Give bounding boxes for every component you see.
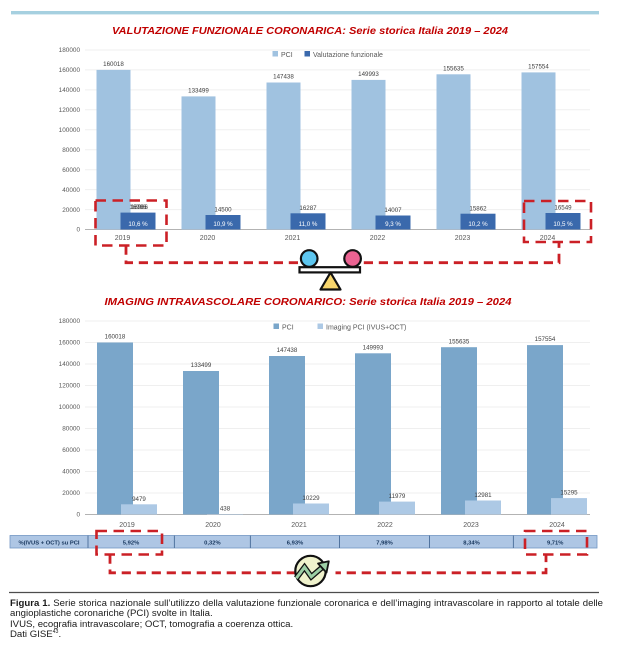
svg-text:11,0 %: 11,0 % xyxy=(299,221,318,228)
svg-text:PCI: PCI xyxy=(282,325,294,332)
svg-text:180000: 180000 xyxy=(59,47,81,54)
svg-text:180000: 180000 xyxy=(59,318,81,325)
svg-text:10,2 %: 10,2 % xyxy=(468,221,488,228)
svg-text:2022: 2022 xyxy=(377,522,393,529)
svg-text:2024: 2024 xyxy=(540,235,556,242)
svg-text:9479: 9479 xyxy=(132,496,146,503)
svg-text:IMAGING INTRAVASCOLARE CORONAR: IMAGING INTRAVASCOLARE CORONARICO: Serie… xyxy=(105,297,512,308)
svg-text:100000: 100000 xyxy=(59,404,81,411)
svg-text:2020: 2020 xyxy=(200,235,216,242)
svg-text:133499: 133499 xyxy=(188,88,209,95)
svg-text:2019: 2019 xyxy=(119,522,135,529)
svg-text:11979: 11979 xyxy=(389,493,406,500)
svg-text:16287: 16287 xyxy=(299,205,317,212)
svg-text:60000: 60000 xyxy=(62,167,80,174)
svg-text:14007: 14007 xyxy=(384,207,402,214)
svg-text:147438: 147438 xyxy=(277,347,298,354)
svg-text:PCI: PCI xyxy=(281,52,293,59)
svg-text:155635: 155635 xyxy=(449,338,470,345)
svg-text:12981: 12981 xyxy=(474,492,492,499)
svg-text:7,98%: 7,98% xyxy=(376,540,392,546)
svg-text:2024: 2024 xyxy=(549,522,565,529)
svg-text:10,6 %: 10,6 % xyxy=(128,221,148,228)
svg-text:100000: 100000 xyxy=(59,127,81,134)
svg-text:15295: 15295 xyxy=(560,490,578,497)
svg-text:8,34%: 8,34% xyxy=(463,540,479,546)
svg-text:147438: 147438 xyxy=(273,74,294,81)
svg-text:160018: 160018 xyxy=(103,61,124,68)
svg-text:0: 0 xyxy=(76,512,80,519)
svg-text:10,5 %: 10,5 % xyxy=(553,221,573,228)
svg-text:140000: 140000 xyxy=(59,87,81,94)
svg-text:40000: 40000 xyxy=(62,469,80,476)
svg-text:16986: 16986 xyxy=(131,204,149,211)
svg-text:160000: 160000 xyxy=(59,67,81,74)
svg-text:6,93%: 6,93% xyxy=(287,540,303,546)
svg-text:155635: 155635 xyxy=(443,65,464,72)
svg-text:157554: 157554 xyxy=(535,336,556,343)
svg-text:2023: 2023 xyxy=(455,235,471,242)
svg-text:15862: 15862 xyxy=(469,205,487,212)
svg-text:14500: 14500 xyxy=(214,207,232,214)
svg-text:VALUTAZIONE FUNZIONALE CORONAR: VALUTAZIONE FUNZIONALE CORONARICA: Serie… xyxy=(112,26,508,37)
svg-text:157554: 157554 xyxy=(528,64,549,71)
svg-text:9,71%: 9,71% xyxy=(547,540,563,546)
svg-text:%(IVUS + OCT) su PCI: %(IVUS + OCT) su PCI xyxy=(18,540,79,546)
svg-text:2021: 2021 xyxy=(285,235,301,242)
svg-text:160018: 160018 xyxy=(105,334,126,341)
svg-text:0: 0 xyxy=(76,227,80,234)
svg-text:10,9 %: 10,9 % xyxy=(213,221,233,228)
svg-text:5,92%: 5,92% xyxy=(123,540,139,546)
svg-text:Imaging PCI (IVUS+OCT): Imaging PCI (IVUS+OCT) xyxy=(326,325,406,332)
svg-text:10229: 10229 xyxy=(302,495,320,502)
svg-text:120000: 120000 xyxy=(59,383,81,390)
svg-text:40000: 40000 xyxy=(62,187,80,194)
svg-text:140000: 140000 xyxy=(59,361,81,368)
svg-text:60000: 60000 xyxy=(62,447,80,454)
svg-text:16986: 16986 xyxy=(129,204,147,211)
svg-text:160000: 160000 xyxy=(59,340,81,347)
svg-text:133499: 133499 xyxy=(191,362,212,369)
svg-text:149993: 149993 xyxy=(363,344,384,351)
svg-text:80000: 80000 xyxy=(62,426,80,433)
svg-text:80000: 80000 xyxy=(62,147,80,154)
svg-text:149993: 149993 xyxy=(358,71,379,78)
svg-text:20000: 20000 xyxy=(62,490,80,497)
svg-text:0,32%: 0,32% xyxy=(204,540,220,546)
svg-text:2021: 2021 xyxy=(291,522,307,529)
svg-text:2020: 2020 xyxy=(205,522,221,529)
svg-text:438: 438 xyxy=(220,506,231,513)
svg-text:9,3 %: 9,3 % xyxy=(385,221,401,228)
svg-text:2019: 2019 xyxy=(115,235,131,242)
svg-text:2023: 2023 xyxy=(463,522,479,529)
svg-text:120000: 120000 xyxy=(59,107,81,114)
svg-text:20000: 20000 xyxy=(62,207,80,214)
svg-text:16549: 16549 xyxy=(554,205,572,212)
svg-text:Valutazione funzionale: Valutazione funzionale xyxy=(313,52,383,59)
svg-text:2022: 2022 xyxy=(370,235,386,242)
